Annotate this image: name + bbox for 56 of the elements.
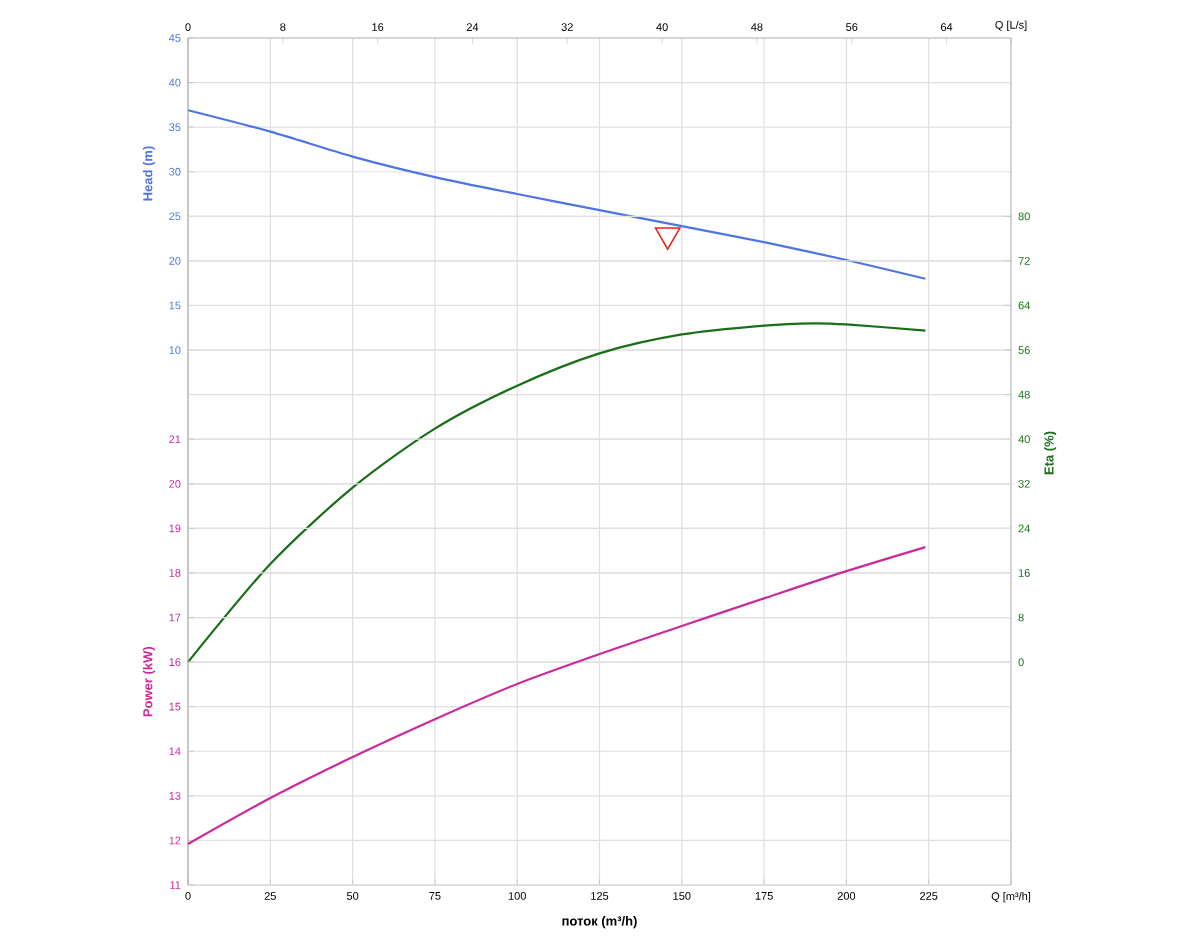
x-tick-label: 150 [673, 892, 691, 900]
y2-tick-label: 16 [1018, 569, 1030, 577]
x-tick-label: 0 [185, 892, 191, 900]
y3-tick-label: 18 [169, 569, 181, 577]
y3-tick-label: 21 [169, 435, 181, 444]
y2-tick-label: 24 [1018, 524, 1030, 533]
x2-tick-label: 24 [466, 23, 479, 31]
y3-tick-label: 19 [169, 524, 181, 533]
y3-axis-title: Power (kW) [142, 646, 155, 717]
y-tick-label: 20 [169, 257, 181, 265]
y2-tick-label: 32 [1018, 479, 1030, 488]
y2-tick-label: 8 [1018, 613, 1024, 622]
x-tick-label: 25 [264, 892, 276, 900]
x-tick-label: 200 [837, 892, 856, 900]
y2-axis-title: Eta (%) [1044, 431, 1057, 475]
x-tick-label: 125 [591, 892, 609, 900]
x2-tick-label: 64 [940, 23, 953, 31]
x2-tick-label: 16 [372, 23, 384, 31]
x-tick-label: Q [m³/h] [991, 892, 1031, 903]
y2-tick-label: 0 [1018, 658, 1024, 666]
y-tick-label: 30 [169, 167, 181, 176]
x2-tick-label: 8 [280, 23, 286, 31]
y3-tick-label: 13 [169, 791, 181, 800]
line-series [186, 109, 927, 280]
x2-tick-label: Q [L/s] [995, 20, 1027, 31]
y3-tick-label: 17 [169, 613, 181, 622]
y2-tick-label: 72 [1018, 257, 1030, 265]
x2-tick-label: 0 [185, 23, 191, 31]
y3-tick-label: 11 [170, 881, 181, 889]
y-axis-title: Head (m) [142, 146, 155, 201]
x-tick-label: 175 [755, 892, 773, 900]
y2-tick-label: 64 [1018, 301, 1030, 310]
y-tick-label: 25 [169, 212, 181, 221]
y-tick-label: 10 [169, 346, 181, 354]
y3-tick-label: 14 [169, 747, 181, 756]
y2-tick-label: 80 [1018, 212, 1030, 221]
x-axis-title: поток (m³/h) [562, 916, 637, 929]
y3-tick-label: 12 [169, 836, 181, 845]
y-tick-label: 35 [169, 123, 181, 132]
x-tick-label: 100 [508, 892, 526, 900]
line-series [186, 322, 927, 664]
line-series [186, 545, 927, 846]
y2-tick-label: 56 [1018, 346, 1030, 354]
x2-tick-label: 32 [561, 23, 573, 31]
x2-tick-label: 56 [846, 23, 858, 31]
x-tick-label: 50 [346, 892, 359, 900]
y2-tick-label: 48 [1018, 390, 1030, 399]
y-tick-label: 15 [169, 301, 181, 310]
x-tick-label: 75 [429, 892, 441, 900]
x-tick-label: 225 [920, 892, 938, 900]
x2-tick-label: 40 [656, 23, 668, 31]
y-tick-label: 45 [168, 34, 181, 42]
y3-tick-label: 16 [169, 658, 181, 666]
y-tick-label: 40 [168, 78, 181, 87]
y2-tick-label: 40 [1018, 435, 1030, 444]
x2-tick-label: 48 [751, 23, 763, 31]
